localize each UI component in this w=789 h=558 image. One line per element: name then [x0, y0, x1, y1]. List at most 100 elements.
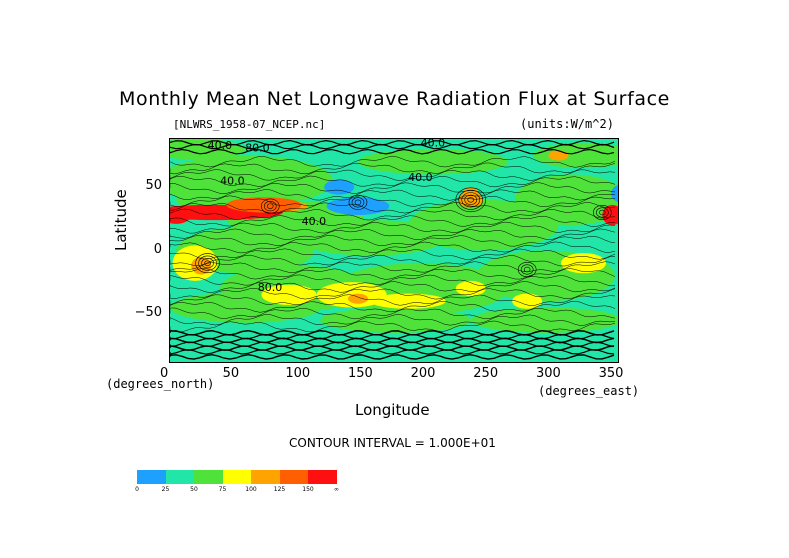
colorbar-level-label: 0	[135, 486, 139, 493]
contour-loop	[263, 201, 277, 212]
colorbar-cell	[308, 470, 337, 484]
contour-loop	[596, 207, 609, 218]
colorbar-level-label: 150	[302, 486, 314, 493]
contour-line	[170, 143, 615, 150]
contour-line	[170, 337, 615, 344]
colorbar-cell	[251, 470, 280, 484]
colorbar-level-label: ∞	[334, 486, 339, 493]
x-tick-label: 50	[222, 366, 240, 381]
x-tick-label: 200	[410, 366, 436, 381]
contour-line	[170, 268, 616, 280]
contour-line	[170, 307, 616, 320]
contour-line	[170, 215, 616, 227]
y-axis-label: Latitude	[112, 189, 130, 251]
contour-loop	[464, 194, 478, 205]
field-region	[560, 253, 607, 274]
field-region	[463, 187, 479, 200]
contour-line	[170, 148, 615, 155]
contour-loop	[351, 197, 365, 208]
field-region	[226, 197, 302, 213]
x-tick-label: 300	[535, 366, 561, 381]
contour-loop	[520, 264, 534, 275]
colorbar-cell	[194, 470, 223, 484]
colorbar-cell	[165, 470, 194, 484]
contour-loop	[348, 194, 368, 210]
contour-label: 40.0	[302, 215, 327, 228]
contour-line	[170, 353, 615, 360]
x-axis-unit: (degrees_east)	[538, 384, 640, 398]
colorbar-cell	[279, 470, 308, 484]
field-region	[347, 293, 368, 304]
contour-loop	[195, 253, 220, 274]
contour-line	[170, 329, 615, 336]
field-region	[611, 185, 618, 202]
y-tick-label: 0	[153, 241, 162, 257]
field-region	[261, 284, 317, 305]
colorbar-level-label: 50	[190, 486, 198, 493]
contour-loop	[455, 187, 487, 213]
contour-line	[170, 314, 616, 326]
colorbar-level-label: 125	[273, 486, 286, 493]
contour-line	[170, 195, 616, 208]
field-region	[408, 199, 559, 251]
contour-label: 40.0	[421, 139, 446, 150]
contour-label: 80.0	[245, 142, 270, 155]
contour-line	[170, 156, 616, 168]
contour-line	[170, 235, 616, 247]
contour-loop	[266, 203, 274, 209]
x-axis-label: Longitude	[355, 401, 430, 419]
contour-loop	[467, 197, 475, 203]
contour-interval: CONTOUR INTERVAL = 1.000E+01	[289, 436, 496, 450]
x-tick-label: 150	[347, 366, 373, 381]
y-tick-label: 50	[145, 178, 162, 194]
contour-line	[170, 281, 616, 293]
field-region	[326, 197, 390, 216]
units-label: (units:W/m^2)	[520, 117, 614, 131]
contour-line	[170, 182, 616, 194]
contour-line	[170, 349, 615, 355]
contour-loop	[458, 189, 484, 210]
contour-loop	[198, 255, 217, 271]
contour-line	[170, 139, 615, 146]
chart-title: Monthly Mean Net Longwave Radiation Flux…	[119, 88, 670, 110]
contour-loop	[354, 199, 362, 206]
x-tick-label: 100	[285, 366, 311, 381]
colorbar-level-label: 100	[245, 486, 257, 493]
contour-line	[170, 221, 616, 234]
contour-label: 80.0	[258, 281, 283, 294]
contour-line	[170, 274, 615, 287]
contour-line	[170, 345, 615, 352]
heatmap-svg: 40.0 40.0 40.0 40.0 40.0 80.0 80.0	[170, 139, 618, 362]
contour-line	[170, 189, 616, 201]
contour-line	[170, 320, 616, 333]
field-region	[455, 280, 486, 297]
field-region	[170, 206, 192, 224]
colorbar-level-label: 75	[218, 486, 227, 493]
contour-line	[170, 241, 616, 254]
contour-label: 40.0	[220, 175, 245, 188]
file-label: [NLWRS_1958-07_NCEP.nc]	[173, 118, 326, 131]
colorbar-level-label: 25	[161, 486, 170, 493]
contour-line	[170, 162, 616, 175]
contour-loop	[593, 204, 612, 220]
contour-label: 40.0	[408, 171, 433, 184]
y-axis-unit: (degrees_north)	[106, 377, 215, 391]
contour-loop	[461, 192, 481, 208]
contour-line	[170, 294, 616, 306]
plot-area: 40.0 40.0 40.0 40.0 40.0 80.0 80.0	[169, 138, 619, 363]
contour-loop	[260, 198, 280, 214]
x-tick-label: 0	[160, 366, 169, 381]
contour-label: 40.0	[208, 139, 233, 152]
field-region	[512, 293, 543, 309]
x-tick-label: 250	[473, 366, 499, 381]
colorbar	[137, 470, 337, 484]
contour-line	[170, 228, 616, 240]
contour-line	[170, 169, 616, 181]
contour-line	[170, 208, 616, 221]
field-region	[470, 307, 618, 333]
contour-line	[170, 175, 616, 188]
contour-loop	[204, 260, 211, 266]
colorbar-cell	[222, 470, 251, 484]
contour-loop	[599, 209, 606, 216]
colorbar-cell	[137, 470, 166, 484]
